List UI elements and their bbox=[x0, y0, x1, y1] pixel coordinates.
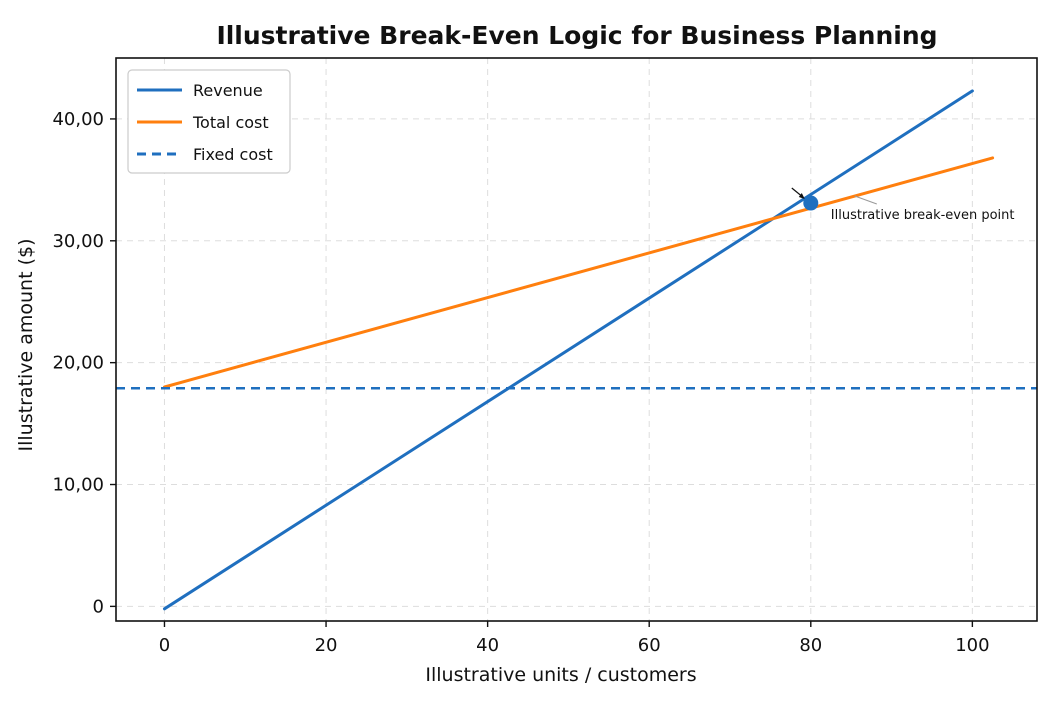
y-axis-label: Illustrative amount ($) bbox=[15, 239, 37, 452]
series-line-revenue bbox=[163, 89, 974, 611]
legend-box bbox=[127, 69, 291, 174]
chart-title: Illustrative Break-Even Logic for Busine… bbox=[216, 21, 937, 50]
y-tick-label: 0 bbox=[93, 596, 104, 617]
tick-layer: 0 20 40 60 80 100 0 10,00 20,00 30,00 40,00 bbox=[52, 109, 989, 656]
annotation-leader bbox=[854, 195, 877, 205]
plot-frame bbox=[115, 57, 1038, 622]
y-tick-label: 40,00 bbox=[52, 109, 104, 130]
x-tick-label: 100 bbox=[955, 635, 989, 656]
x-tick-label: 40 bbox=[476, 635, 499, 656]
y-tick-label: 10,00 bbox=[52, 475, 104, 496]
series-layer bbox=[116, 89, 1037, 611]
annotation-arrowhead bbox=[798, 193, 805, 200]
legend: Revenue Total cost Fixed cost bbox=[127, 69, 291, 174]
legend-items: Revenue Total cost Fixed cost bbox=[137, 81, 273, 164]
x-tick-label: 0 bbox=[159, 635, 170, 656]
x-tick-label: 60 bbox=[638, 635, 661, 656]
break-even-marker bbox=[803, 195, 819, 211]
annotation-layer: Illustrative break-even point bbox=[791, 187, 1015, 223]
legend-label-revenue: Revenue bbox=[193, 81, 263, 100]
legend-label-fixed-cost: Fixed cost bbox=[193, 145, 273, 164]
annotation-label: Illustrative break-even point bbox=[831, 208, 1015, 223]
x-tick-label: 80 bbox=[799, 635, 822, 656]
y-tick-label: 20,00 bbox=[52, 353, 104, 374]
legend-label-total-cost: Total cost bbox=[192, 113, 269, 132]
x-axis-label: Illustrative units / customers bbox=[425, 664, 696, 686]
y-tick-label: 30,00 bbox=[52, 231, 104, 252]
series-line-total-cost bbox=[163, 156, 995, 389]
x-tick-label: 20 bbox=[315, 635, 338, 656]
